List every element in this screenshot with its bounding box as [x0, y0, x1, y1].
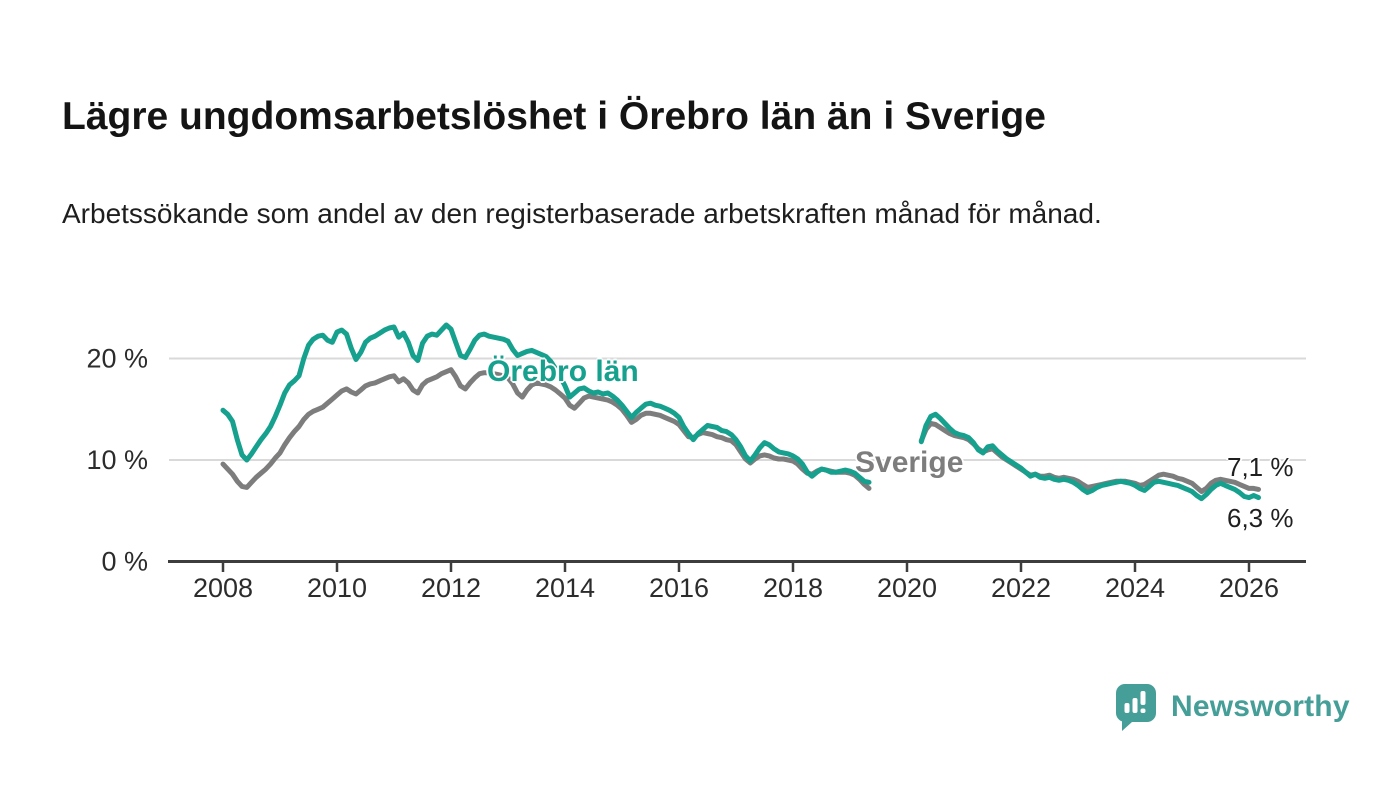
x-tick-label: 2012	[421, 573, 481, 603]
page-subtitle: Arbetssökande som andel av den registerb…	[62, 198, 1102, 229]
end-value-label-sverige: 7,1 %	[1227, 452, 1294, 482]
x-tick-label: 2018	[763, 573, 823, 603]
x-tick-label: 2022	[991, 573, 1051, 603]
y-tick-label: 10 %	[86, 445, 148, 475]
y-tick-label: 0 %	[101, 547, 148, 577]
newsworthy-logo[interactable]: Newsworthy	[1114, 682, 1350, 732]
series-label-sverige: Sverige	[855, 446, 964, 479]
x-axis-ticks	[221, 563, 1251, 572]
x-tick-label: 2020	[877, 573, 937, 603]
x-tick-label: 2016	[649, 573, 709, 603]
end-value-label-orebro-lan: 6,3 %	[1227, 503, 1294, 533]
series-line-orebro-lan	[220, 322, 1261, 502]
newsworthy-logo-text: Newsworthy	[1171, 690, 1350, 723]
series-label-orebro-lan: Örebro län	[487, 355, 639, 388]
y-axis-labels: 0 % 10 % 20 %	[86, 344, 148, 577]
x-tick-label: 2024	[1105, 573, 1165, 603]
y-tick-label: 20 %	[86, 344, 148, 374]
series-line-sverige	[220, 367, 1261, 494]
page-title: Lägre ungdomsarbetslöshet i Örebro län ä…	[62, 95, 1046, 139]
x-tick-label: 2008	[193, 573, 253, 603]
x-tick-label: 2026	[1219, 573, 1279, 603]
x-tick-label: 2010	[307, 573, 367, 603]
x-axis-labels: 2008 2010 2012 2014 2016 2018 2020 2022 2024 2026	[193, 573, 1279, 603]
newsworthy-logo-icon	[1114, 682, 1160, 732]
x-tick-label: 2014	[535, 573, 595, 603]
